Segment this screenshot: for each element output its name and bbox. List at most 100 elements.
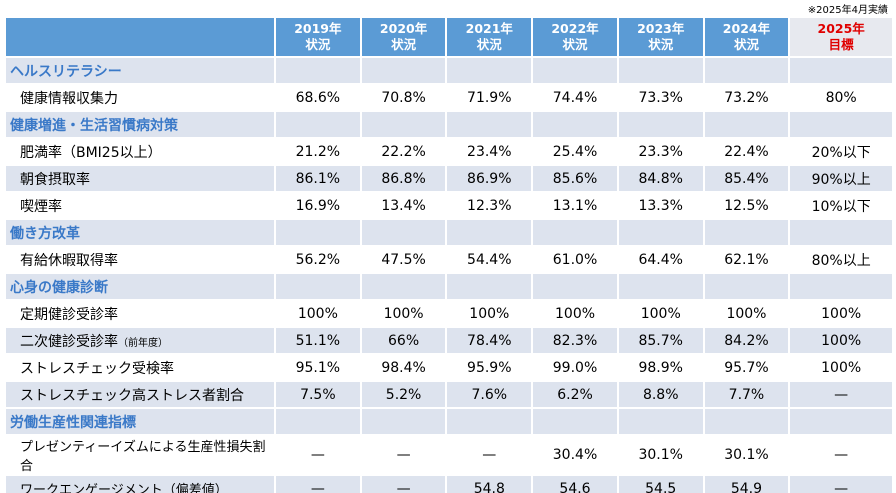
- section-title: 労働生産性関連指標: [6, 409, 274, 434]
- value-cell: 84.2%: [704, 328, 789, 353]
- value-cell: 54.4%: [447, 247, 532, 272]
- value-cell: 51.1%: [276, 328, 360, 353]
- value-cell: 70.8%: [361, 85, 446, 110]
- row-label: プレゼンティーイズムによる生産性損失割合: [6, 436, 274, 474]
- value-cell: —: [276, 436, 360, 474]
- section-title: 心身の健康診断: [6, 274, 274, 299]
- section-spacer-cell: [361, 409, 446, 434]
- value-cell: 95.7%: [704, 355, 789, 380]
- table-row: プレゼンティーイズムによる生産性損失割合 — — —30.4% 30.1% 30.1% —: [6, 436, 892, 474]
- value-cell: 61.0%: [533, 247, 617, 272]
- value-cell: 22.4%: [704, 139, 789, 164]
- section-spacer-cell: [276, 220, 360, 245]
- value-cell: 78.4%: [447, 328, 532, 353]
- value-cell: 7.5%: [276, 382, 360, 407]
- value-cell: 5.2%: [361, 382, 446, 407]
- section-spacer-cell: [361, 274, 446, 299]
- value-cell: —: [790, 382, 892, 407]
- value-cell: 30.4%: [533, 436, 617, 474]
- section-title: 健康増進・生活習慣病対策: [6, 112, 274, 137]
- value-cell: 73.2%: [704, 85, 789, 110]
- value-cell: 100%: [361, 301, 446, 326]
- value-cell: 12.3%: [447, 193, 532, 218]
- section-row: 健康増進・生活習慣病対策: [6, 112, 892, 137]
- row-label: 朝食摂取率: [6, 166, 274, 191]
- section-title: 働き方改革: [6, 220, 274, 245]
- health-metrics-table: 2019年 状況 2020年 状況 2021年 状況 2022年 状況 2023年 状況 …: [4, 16, 894, 493]
- value-cell: 100%: [447, 301, 532, 326]
- value-cell: 7.6%: [447, 382, 532, 407]
- value-cell: 95.1%: [276, 355, 360, 380]
- row-label: ワークエンゲージメント（偏差値）: [6, 476, 274, 493]
- table-row: 健康情報収集力 68.6% 70.8% 71.9% 74.4% 73.3% 73.2% 80%: [6, 85, 892, 110]
- value-cell: 22.2%: [361, 139, 446, 164]
- value-cell: 99.0%: [533, 355, 617, 380]
- value-cell: —: [790, 436, 892, 474]
- row-label: ストレスチェック高ストレス者割合: [6, 382, 274, 407]
- value-cell: 100%: [790, 328, 892, 353]
- value-cell: 74.4%: [533, 85, 617, 110]
- table-row: 肥満率（BMI25以上） 21.2% 22.2% 23.4% 25.4% 23.3% 22.…: [6, 139, 892, 164]
- value-cell: 86.9%: [447, 166, 532, 191]
- value-cell: 80%: [790, 85, 892, 110]
- value-cell: 82.3%: [533, 328, 617, 353]
- section-spacer-cell: [533, 220, 617, 245]
- header-row: 2019年 状況 2020年 状況 2021年 状況 2022年 状況 2023年 状況 …: [6, 18, 892, 56]
- value-cell: 8.8%: [618, 382, 703, 407]
- value-cell: 21.2%: [276, 139, 360, 164]
- value-cell: 56.2%: [276, 247, 360, 272]
- value-cell: 10%以下: [790, 193, 892, 218]
- value-cell: 25.4%: [533, 139, 617, 164]
- section-row: ヘルスリテラシー: [6, 58, 892, 83]
- value-cell: 23.4%: [447, 139, 532, 164]
- value-cell: —: [447, 436, 532, 474]
- header-2022: 2022年 状況: [533, 18, 617, 56]
- section-spacer-cell: [533, 58, 617, 83]
- section-spacer-cell: [790, 220, 892, 245]
- section-spacer-cell: [276, 58, 360, 83]
- footnote-date: ※2025年4月実績: [807, 5, 888, 16]
- value-cell: 30.1%: [704, 436, 789, 474]
- value-cell: 100%: [618, 301, 703, 326]
- section-spacer-cell: [276, 274, 360, 299]
- section-spacer-cell: [790, 409, 892, 434]
- section-spacer-cell: [447, 274, 532, 299]
- value-cell: 12.5%: [704, 193, 789, 218]
- row-label-suffix: （前年度）: [118, 337, 168, 349]
- value-cell: 95.9%: [447, 355, 532, 380]
- value-cell: 98.9%: [618, 355, 703, 380]
- section-spacer-cell: [533, 112, 617, 137]
- value-cell: 100%: [704, 301, 789, 326]
- section-spacer-cell: [790, 58, 892, 83]
- section-spacer-cell: [361, 58, 446, 83]
- section-spacer-cell: [704, 220, 789, 245]
- section-spacer-cell: [533, 274, 617, 299]
- section-spacer-cell: [447, 409, 532, 434]
- row-label: 定期健診受診率: [6, 301, 274, 326]
- section-spacer-cell: [618, 112, 703, 137]
- value-cell: —: [361, 436, 446, 474]
- value-cell: 13.1%: [533, 193, 617, 218]
- header-2025-target: 2025年 目標: [790, 18, 892, 56]
- value-cell: 47.5%: [361, 247, 446, 272]
- value-cell: 62.1%: [704, 247, 789, 272]
- value-cell: 30.1%: [618, 436, 703, 474]
- value-cell: —: [790, 476, 892, 493]
- value-cell: 54.5: [618, 476, 703, 493]
- value-cell: 85.7%: [618, 328, 703, 353]
- value-cell: 100%: [790, 301, 892, 326]
- section-spacer-cell: [447, 58, 532, 83]
- section-spacer-cell: [276, 409, 360, 434]
- section-spacer-cell: [704, 58, 789, 83]
- section-spacer-cell: [447, 220, 532, 245]
- header-2020: 2020年 状況: [361, 18, 446, 56]
- table-row: 朝食摂取率 86.1% 86.8% 86.9% 85.6% 84.8% 85.4% 90%以上: [6, 166, 892, 191]
- value-cell: 64.4%: [618, 247, 703, 272]
- section-spacer-cell: [618, 274, 703, 299]
- table-row: 定期健診受診率 100% 100% 100% 100% 100% 100% 100%: [6, 301, 892, 326]
- value-cell: —: [361, 476, 446, 493]
- value-cell: 16.9%: [276, 193, 360, 218]
- table-row: 二次健診受診率（前年度） 51.1% 66% 78.4% 82.3% 85.7% 84.2%…: [6, 328, 892, 353]
- value-cell: 23.3%: [618, 139, 703, 164]
- value-cell: 90%以上: [790, 166, 892, 191]
